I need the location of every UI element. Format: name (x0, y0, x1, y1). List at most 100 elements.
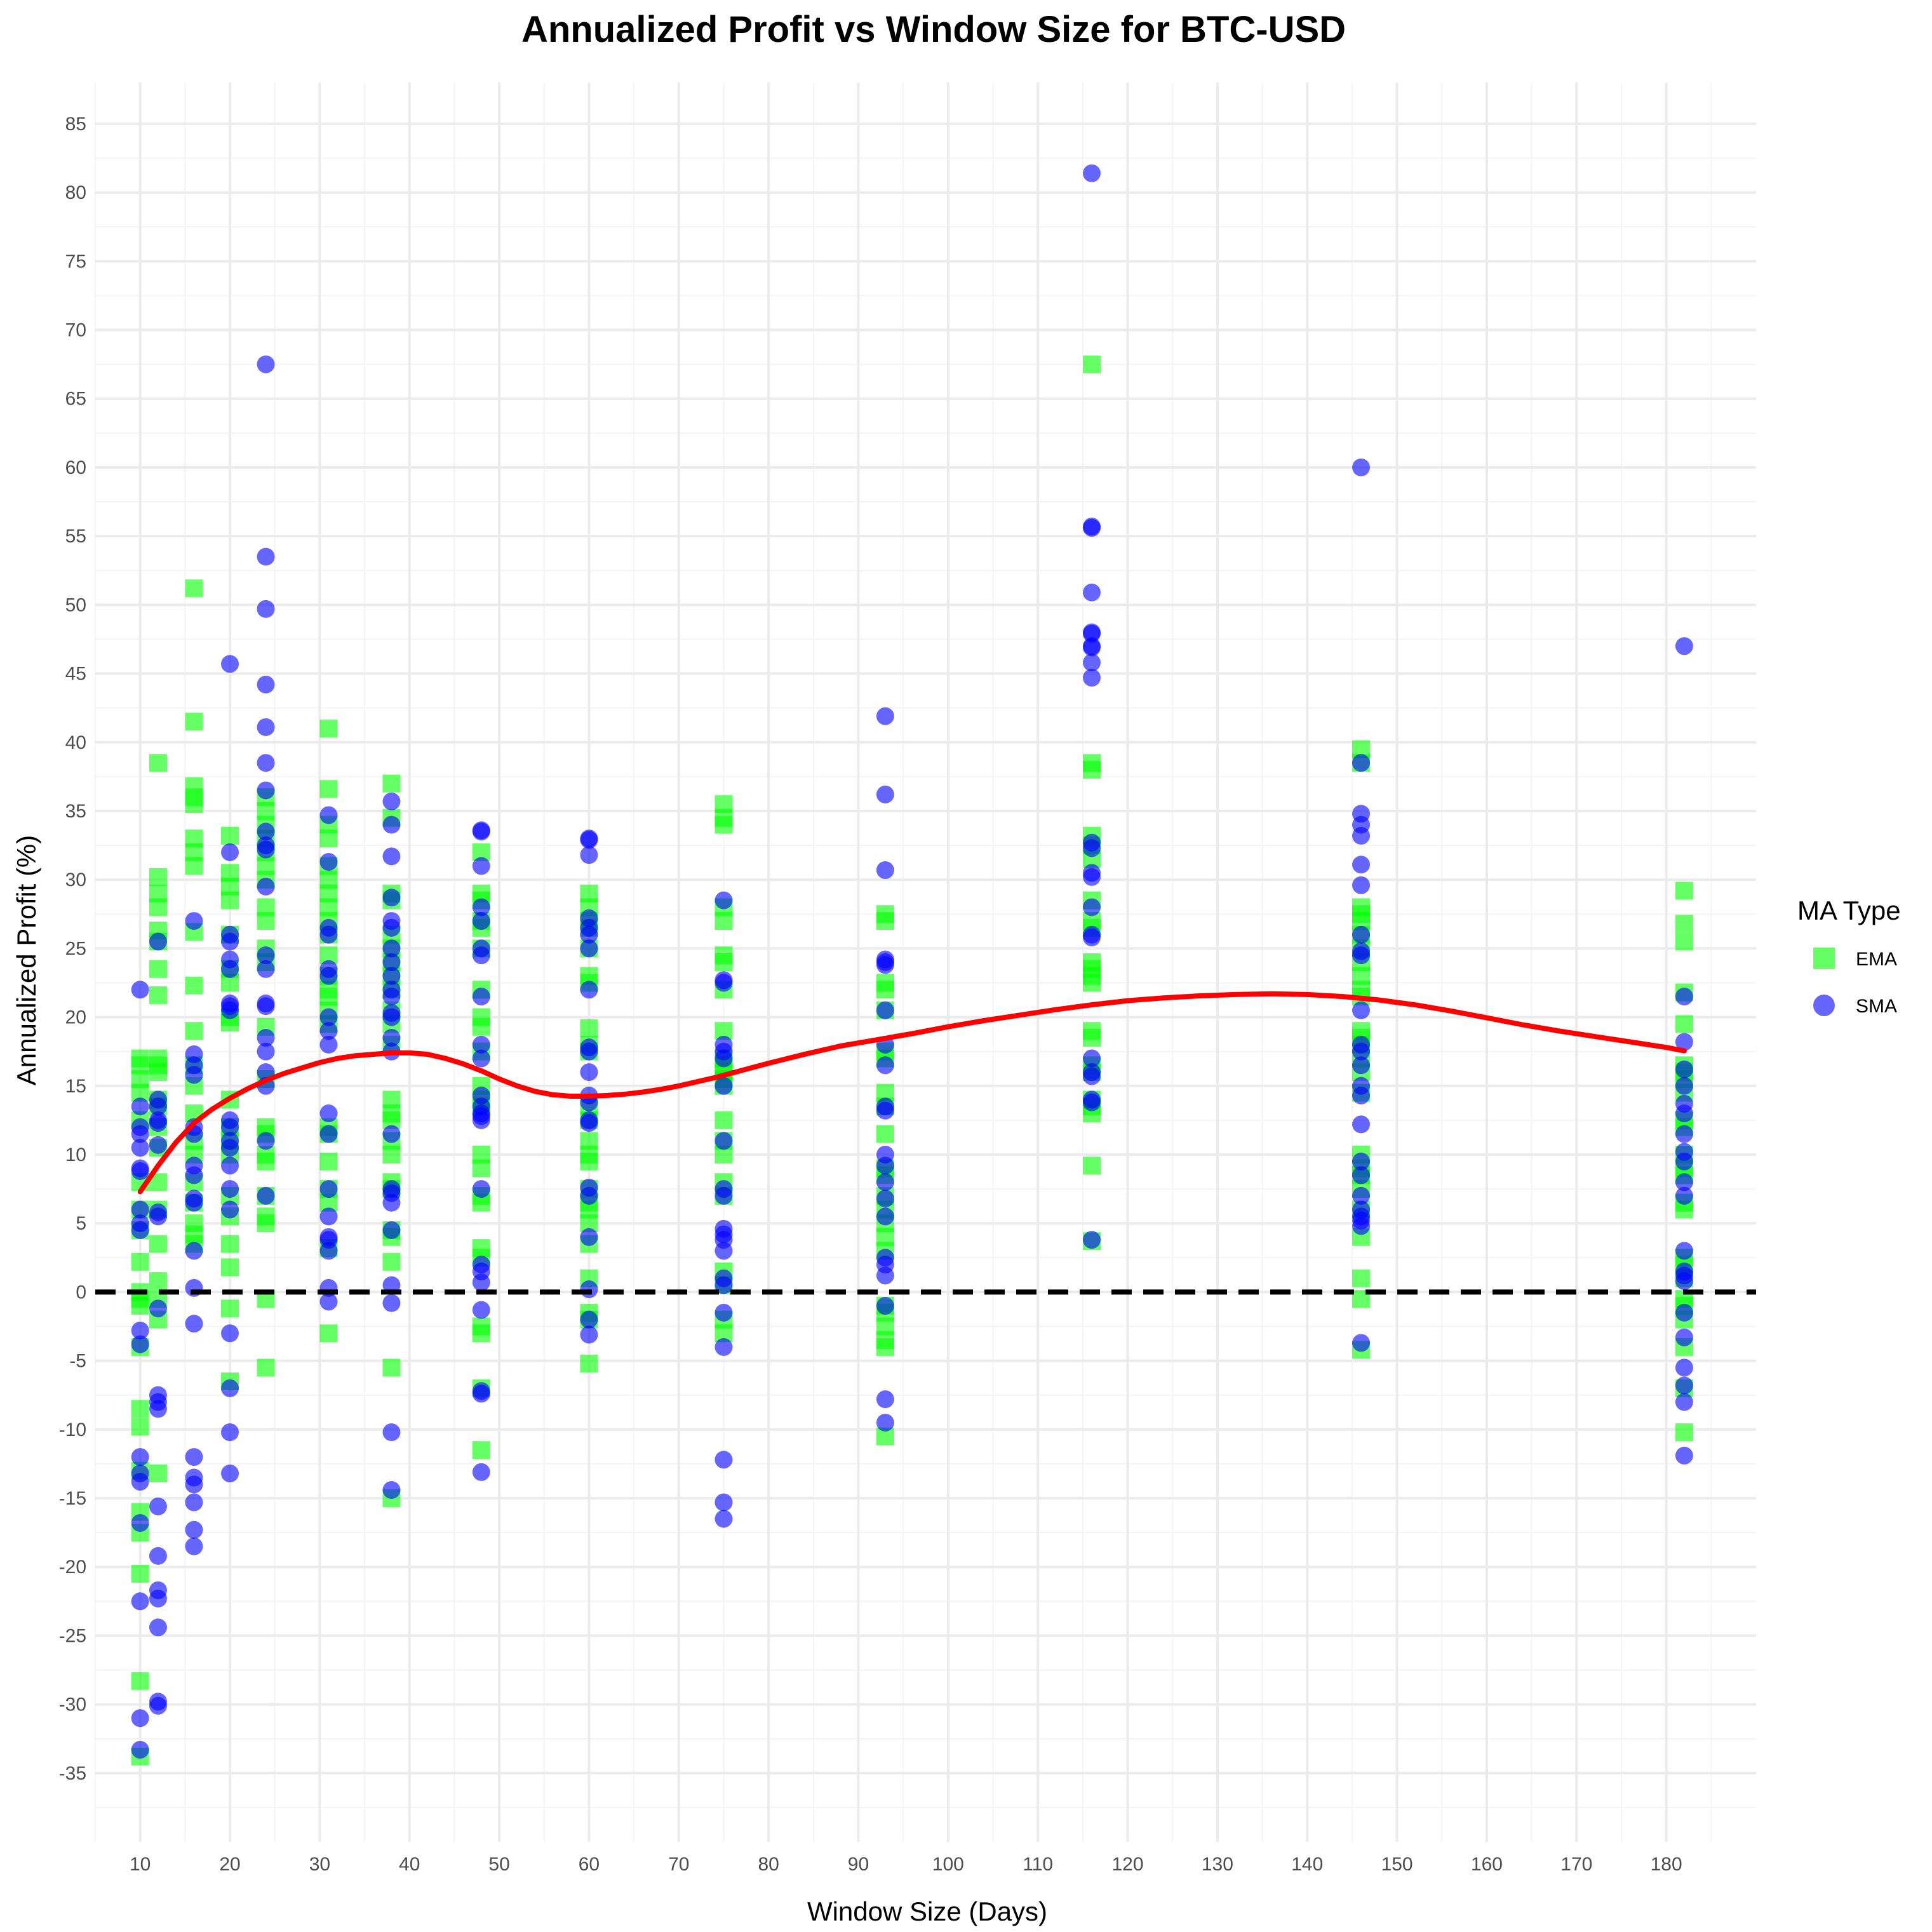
sma-point (257, 355, 275, 373)
x-tick-label: 50 (488, 1854, 509, 1875)
sma-point (131, 1448, 149, 1466)
sma-point (185, 912, 203, 930)
sma-point (131, 1321, 149, 1339)
ema-point (149, 1465, 167, 1483)
sma-point (185, 1166, 203, 1184)
sma-point (472, 1035, 490, 1054)
sma-point (1352, 826, 1371, 845)
x-tick-label: 110 (1023, 1854, 1053, 1875)
y-tick-label: 35 (65, 801, 86, 822)
x-tick-label: 160 (1471, 1854, 1503, 1875)
sma-point (876, 1001, 894, 1019)
sma-point (221, 1200, 239, 1219)
ema-point (714, 1111, 733, 1129)
sma-point (1083, 868, 1101, 886)
sma-point (131, 1709, 149, 1727)
sma-point (131, 1335, 149, 1353)
ema-point (131, 1297, 149, 1315)
sma-point (1675, 1376, 1693, 1395)
sma-point (319, 1035, 338, 1054)
sma-point (876, 861, 894, 880)
sma-point (319, 1022, 338, 1040)
sma-point (149, 932, 167, 951)
sma-point (319, 1008, 338, 1026)
sma-point (472, 1273, 490, 1292)
sma-point (1083, 839, 1101, 857)
ema-point (1675, 932, 1693, 951)
y-tick-label: 5 (76, 1213, 86, 1234)
sma-point (1675, 1328, 1693, 1346)
ema-point (185, 579, 203, 598)
sma-point (131, 1097, 149, 1116)
ema-point (714, 815, 733, 834)
sma-point (876, 1056, 894, 1075)
y-tick-label: 25 (65, 938, 86, 959)
sma-point (472, 946, 490, 965)
sma-point (1352, 1217, 1371, 1235)
sma-point (221, 1379, 239, 1397)
sma-point (876, 1157, 894, 1175)
sma-point (382, 918, 401, 937)
sma-point (257, 946, 275, 965)
sma-point (1675, 1060, 1693, 1078)
sma-point (257, 1186, 275, 1205)
sma-point (221, 1423, 239, 1442)
sma-point (185, 1242, 203, 1260)
sma-point (257, 781, 275, 800)
sma-point (382, 889, 401, 907)
y-tick-label: 45 (65, 664, 86, 685)
sma-point (1675, 1104, 1693, 1123)
ema-point (1083, 761, 1101, 779)
sma-point (580, 1042, 598, 1061)
y-tick-label: 30 (65, 869, 86, 890)
y-tick-label: 10 (65, 1144, 86, 1165)
sma-point (876, 1390, 894, 1409)
x-axis-ticks: 10 20 30 40 50 60 70 80 90 100 110 120 130 140 150 160 1… (130, 1854, 1682, 1875)
y-axis-ticks: -35 -30 -25 -20 -15 -10 -5 0 5 10 15 20 25 30 35 40 45 50… (59, 114, 86, 1784)
ema-point (714, 953, 733, 971)
sma-point (185, 1448, 203, 1466)
sma-point (1083, 669, 1101, 687)
sma-point (382, 1481, 401, 1499)
sma-point (221, 1180, 239, 1198)
ema-point (257, 1214, 275, 1233)
ema-point (149, 960, 167, 978)
sma-point (472, 857, 490, 875)
ema-point (382, 1358, 401, 1377)
sma-point (580, 1310, 598, 1329)
sma-point (1675, 1186, 1693, 1205)
sma-point (472, 822, 490, 841)
sma-point (714, 1077, 733, 1095)
x-tick-label: 20 (219, 1854, 240, 1875)
sma-point (382, 792, 401, 810)
sma-point (149, 1114, 167, 1132)
y-tick-label: 55 (65, 526, 86, 547)
ema-point (131, 1400, 149, 1418)
sma-point (876, 1101, 894, 1120)
ema-point (382, 1252, 401, 1271)
sma-point (1083, 519, 1101, 537)
data-points (131, 164, 1693, 1766)
sma-point (714, 974, 733, 992)
sma-point (149, 1546, 167, 1565)
ema-point (580, 1354, 598, 1372)
sma-point (319, 1292, 338, 1311)
sma-point (382, 988, 401, 1006)
sma-point (319, 1104, 338, 1123)
ema-point (319, 780, 338, 798)
x-tick-label: 60 (579, 1854, 600, 1875)
sma-point (149, 1136, 167, 1154)
sma-point (472, 1385, 490, 1403)
sma-point (876, 1413, 894, 1432)
x-tick-label: 40 (399, 1854, 420, 1875)
sma-point (257, 600, 275, 618)
sma-point (1352, 458, 1371, 476)
ema-point (131, 1418, 149, 1436)
sma-point (221, 1465, 239, 1483)
sma-point (319, 1180, 338, 1198)
sma-point (1083, 583, 1101, 601)
sma-point (580, 981, 598, 999)
x-tick-label: 120 (1112, 1854, 1144, 1875)
ema-point (382, 774, 401, 793)
